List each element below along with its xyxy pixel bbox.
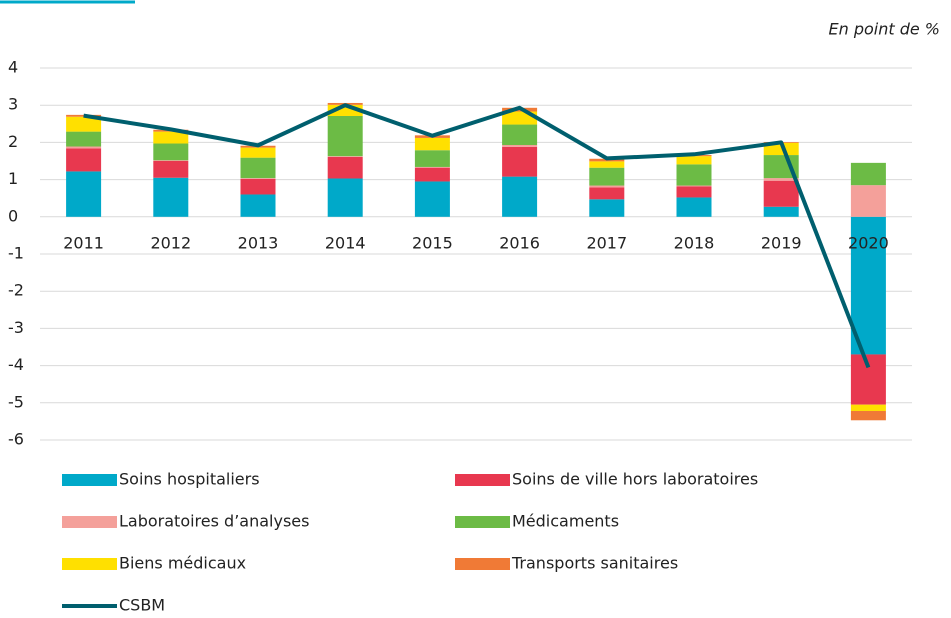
bar-segment [240, 194, 276, 217]
bar-segment [502, 146, 538, 177]
y-tick-label: -3 [8, 318, 24, 337]
y-tick-label: 1 [8, 169, 18, 188]
y-tick-label: -2 [8, 281, 24, 300]
bar-segment [502, 124, 538, 146]
x-tick-label: 2018 [674, 233, 715, 252]
bar-segment [240, 157, 276, 179]
bar-segment [589, 187, 625, 200]
y-tick-label: -6 [8, 430, 24, 449]
bar-segment [66, 148, 102, 172]
legend-swatch [455, 474, 510, 486]
legend-label: Médicaments [512, 512, 619, 531]
legend-label: Laboratoires d’analyses [119, 512, 309, 531]
bar-segment [850, 410, 886, 421]
bar-segment [240, 147, 276, 158]
y-tick-label: -4 [8, 355, 24, 374]
bar-segment [676, 156, 712, 165]
bar-segment [414, 167, 450, 182]
bar-segment [763, 178, 799, 181]
bar-segment [502, 176, 538, 217]
y-tick-label: 3 [8, 95, 18, 114]
bar-segment [153, 161, 189, 178]
y-tick-label: -5 [8, 392, 24, 411]
bar-segment [327, 104, 363, 116]
bar-segment [589, 199, 625, 217]
bar-segment [850, 216, 886, 355]
legend-swatch [455, 516, 510, 528]
x-tick-label: 2011 [63, 233, 104, 252]
legend-label: Transports sanitaires [511, 554, 678, 573]
bar-segment [676, 185, 712, 187]
legend-label: Soins de ville hors laboratoires [512, 470, 758, 489]
bar-segment [153, 131, 189, 144]
bar-segment [66, 116, 102, 132]
y-tick-label: 2 [8, 132, 18, 151]
bar-segment [327, 156, 363, 179]
legend-label: Biens médicaux [119, 554, 246, 573]
subtitle: En point de % [828, 20, 940, 39]
bar-segment [763, 206, 799, 217]
bar-segment [414, 166, 450, 168]
y-tick-label: -1 [8, 244, 24, 263]
bar-segment [153, 143, 189, 161]
x-tick-label: 2015 [412, 233, 453, 252]
y-tick-label: 0 [8, 206, 18, 225]
bar-segment [414, 137, 450, 151]
bar-segment [763, 142, 799, 156]
bar-segment [676, 186, 712, 198]
bar-segment [763, 180, 799, 207]
legend-label: CSBM [119, 596, 165, 615]
x-tick-label: 2019 [761, 233, 802, 252]
bar-segment [589, 167, 625, 186]
bar-segment [502, 145, 538, 147]
line-series [83, 103, 871, 369]
legend-swatch [455, 558, 510, 570]
bar-segment [66, 171, 102, 217]
legend-swatch [62, 516, 117, 528]
bar-segment [676, 197, 712, 217]
bar-segment [240, 178, 276, 195]
bar-segment [327, 178, 363, 217]
bar-segment [589, 185, 625, 188]
bar-segment [327, 156, 363, 157]
bar-segment [414, 181, 450, 217]
x-tick-label: 2013 [238, 233, 279, 252]
bar-segment [153, 177, 189, 217]
x-tick-label: 2012 [150, 233, 191, 252]
y-tick-label: 4 [8, 58, 18, 77]
bar-segment [240, 178, 276, 179]
bar-segment [66, 131, 102, 147]
x-tick-label: 2016 [499, 233, 540, 252]
x-tick-label: 2014 [325, 233, 366, 252]
bar-segment [589, 161, 625, 168]
bar-segment [850, 185, 886, 217]
legend-swatch [62, 558, 117, 570]
x-tick-label: 2017 [586, 233, 627, 252]
x-tick-label: 2020 [848, 233, 889, 252]
bar-segment [327, 115, 363, 157]
bar-segment [66, 146, 102, 149]
bar-segment [676, 164, 712, 186]
bar-segment [850, 404, 886, 411]
legend-label: Soins hospitaliers [119, 470, 260, 489]
bar-segment [850, 162, 886, 186]
bar-segment [153, 160, 189, 161]
bar-segment [414, 150, 450, 167]
legend-swatch [62, 474, 117, 486]
